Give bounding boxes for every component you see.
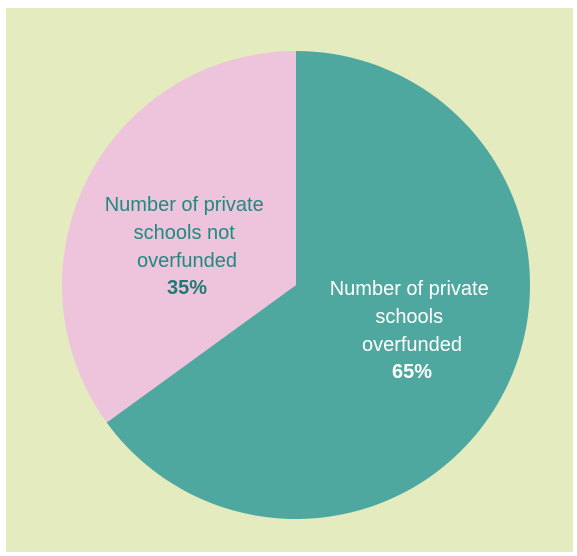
slice-label-not-overfunded: Number of private schools not overfunded bbox=[105, 194, 270, 272]
slice-label-overfunded: Number of private schools overfunded bbox=[330, 278, 495, 356]
slice-value-overfunded: 65% bbox=[392, 361, 432, 383]
pie-slice-overfunded bbox=[106, 51, 531, 519]
slice-value-not-overfunded: 35% bbox=[167, 277, 207, 299]
pie-slice-not-overfunded bbox=[62, 51, 296, 423]
